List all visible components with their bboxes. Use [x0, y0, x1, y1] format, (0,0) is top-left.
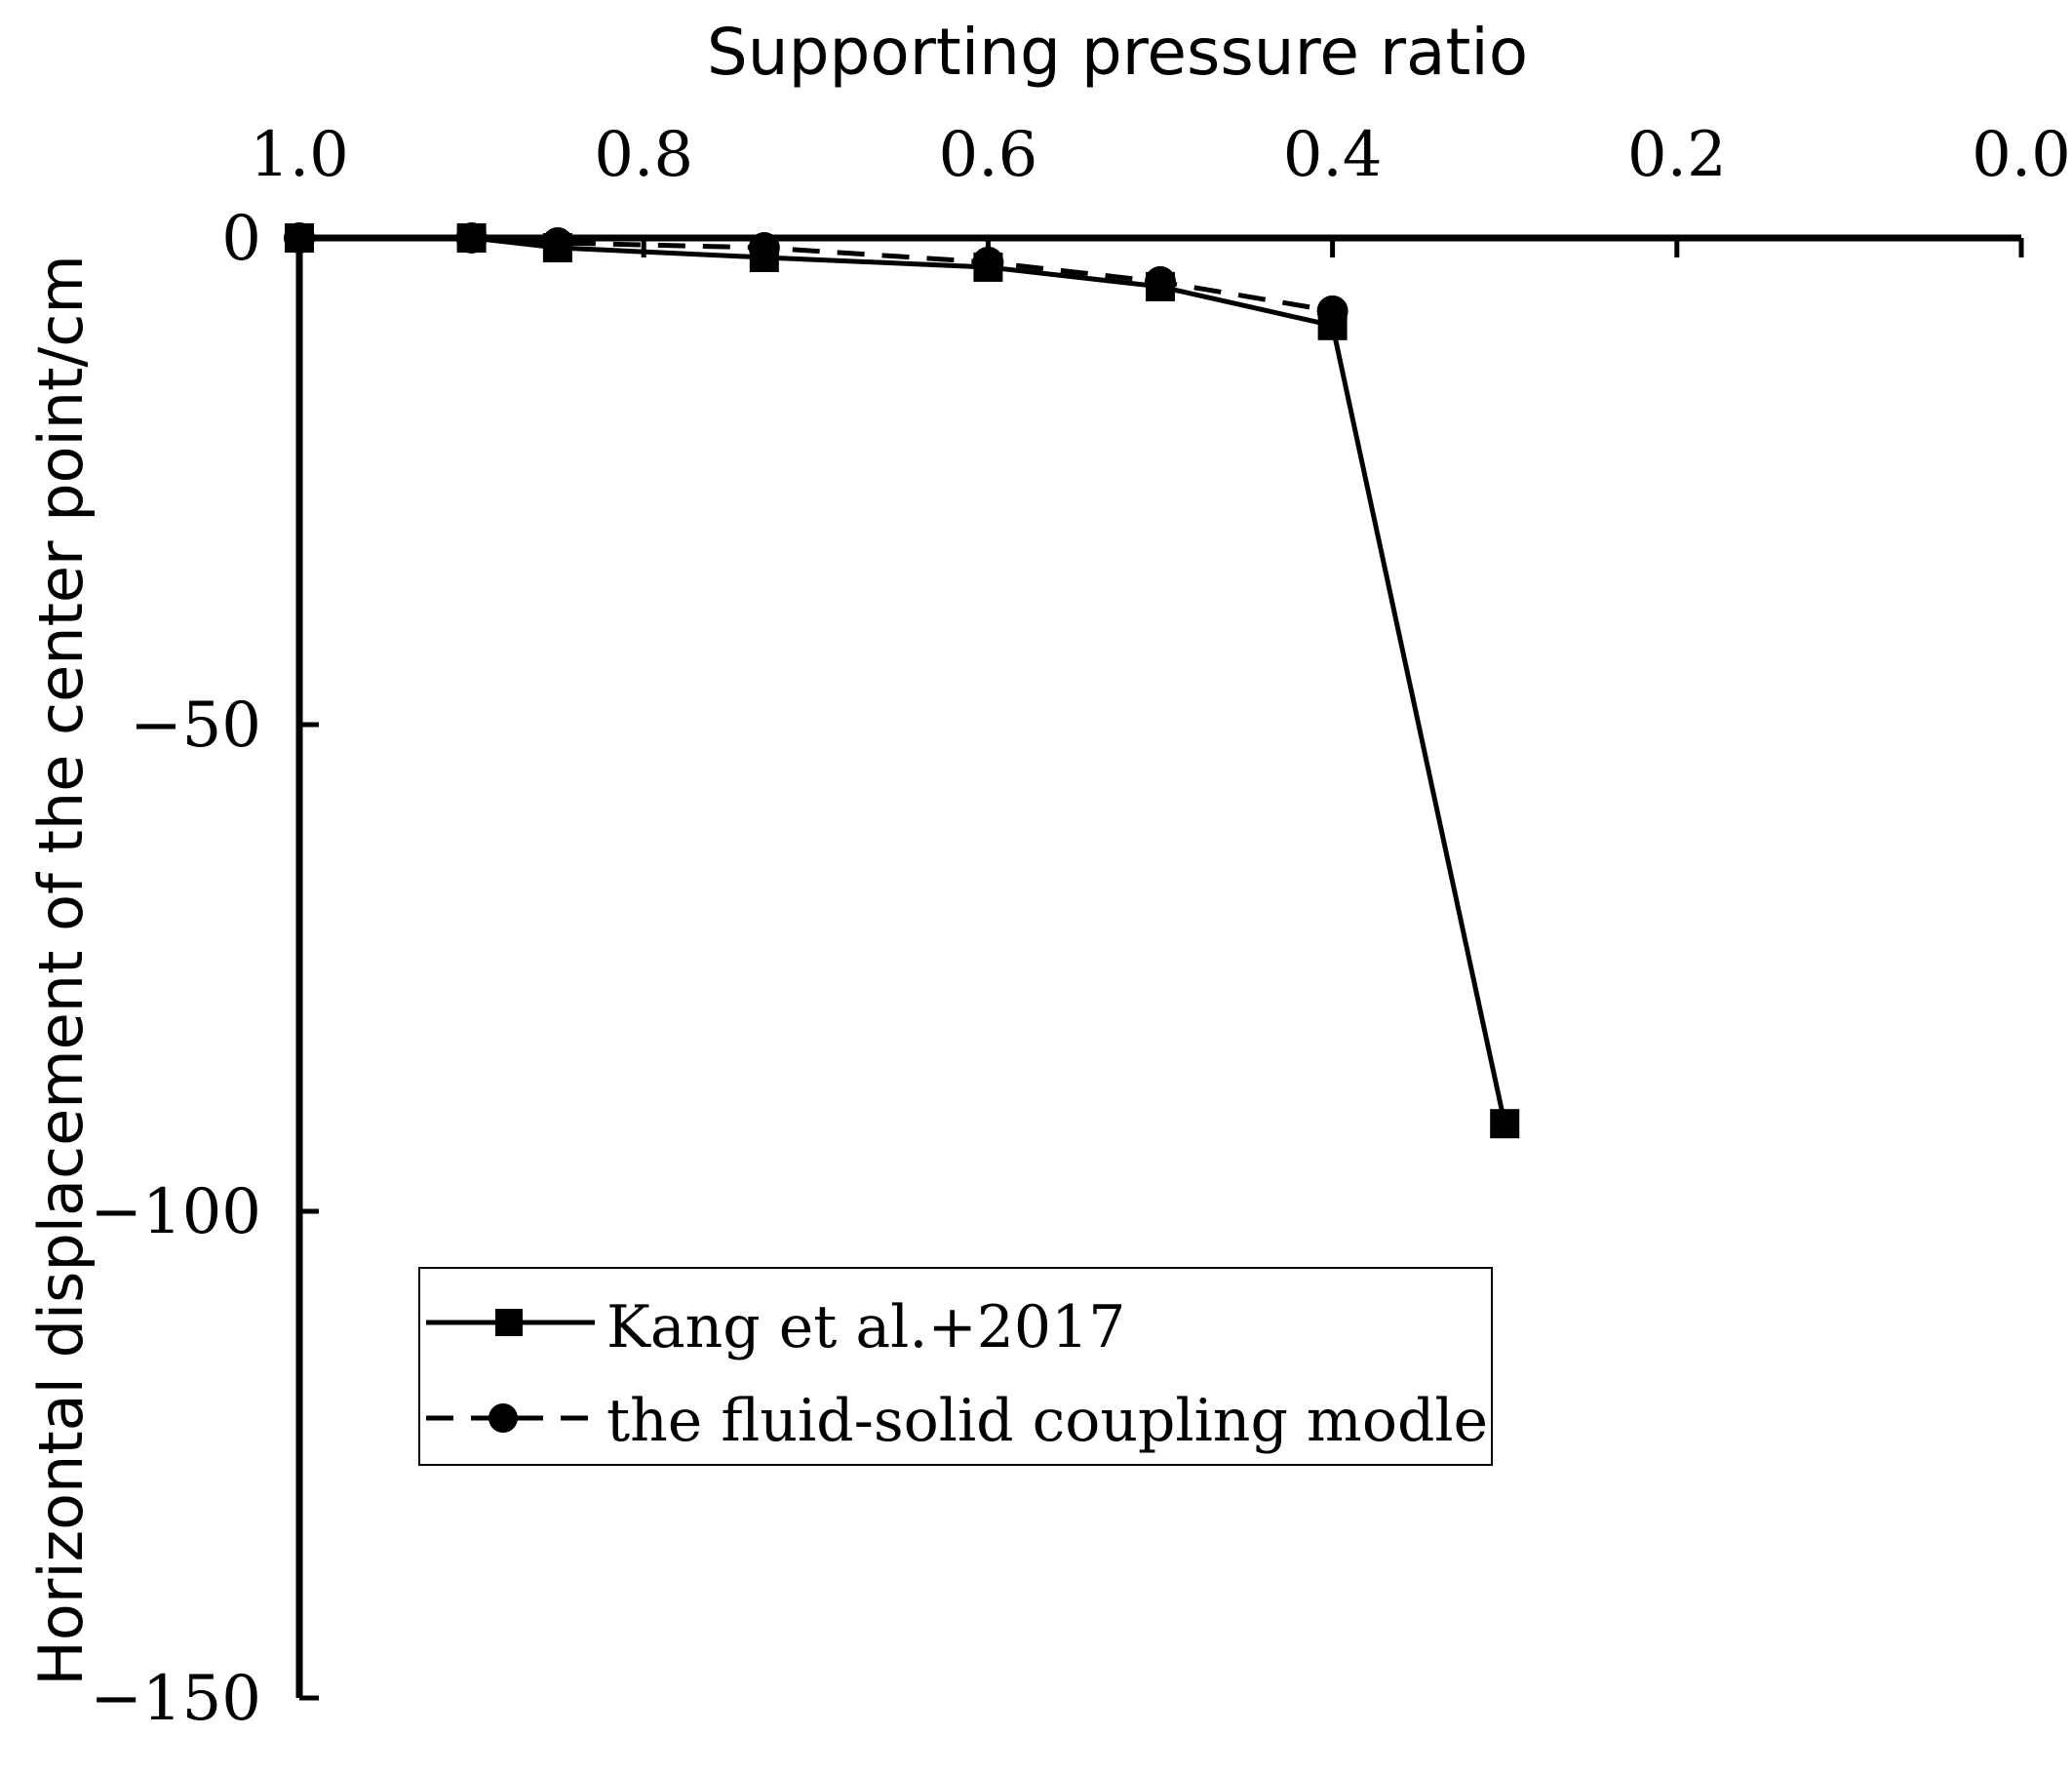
data-point-kang: [973, 252, 1003, 282]
legend-label-kang: Kang et al.+2017: [606, 1293, 1125, 1361]
y-tick-label: 0: [221, 203, 261, 275]
x-tick-label: 0.8: [594, 119, 693, 191]
data-point-kang: [1490, 1109, 1520, 1139]
data-point-kang: [456, 223, 487, 253]
data-point-kang: [749, 242, 779, 272]
data-point-kang: [542, 232, 572, 262]
series-line-coupling: [299, 235, 1334, 314]
legend-box: [418, 1267, 1493, 1466]
y-tick-label: −50: [130, 690, 261, 762]
x-tick-label: 1.0: [250, 119, 349, 191]
data-point-kang: [285, 223, 314, 253]
x-tick-label: 0.4: [1283, 119, 1383, 191]
x-axis-title: Supporting pressure ratio: [707, 15, 1528, 90]
legend-label-coupling: the fluid-solid coupling modle: [606, 1387, 1488, 1455]
y-tick-label: −100: [90, 1176, 261, 1248]
data-point-kang: [1317, 310, 1348, 340]
x-tick-label: 0.2: [1627, 119, 1727, 191]
legend: Kang et al.+2017 the fluid-solid couplin…: [418, 1267, 1493, 1466]
data-point-kang: [1146, 271, 1175, 301]
y-axis-title: Horizontal displacement of the center po…: [25, 255, 97, 1685]
legend-marker-coupling: [489, 1403, 518, 1433]
y-tick-label: −150: [90, 1663, 261, 1735]
series-line-kang: [299, 235, 1507, 1124]
legend-marker-kang: [495, 1309, 523, 1336]
x-tick-label: 0.0: [1972, 119, 2071, 191]
x-tick-label: 0.6: [939, 119, 1038, 191]
